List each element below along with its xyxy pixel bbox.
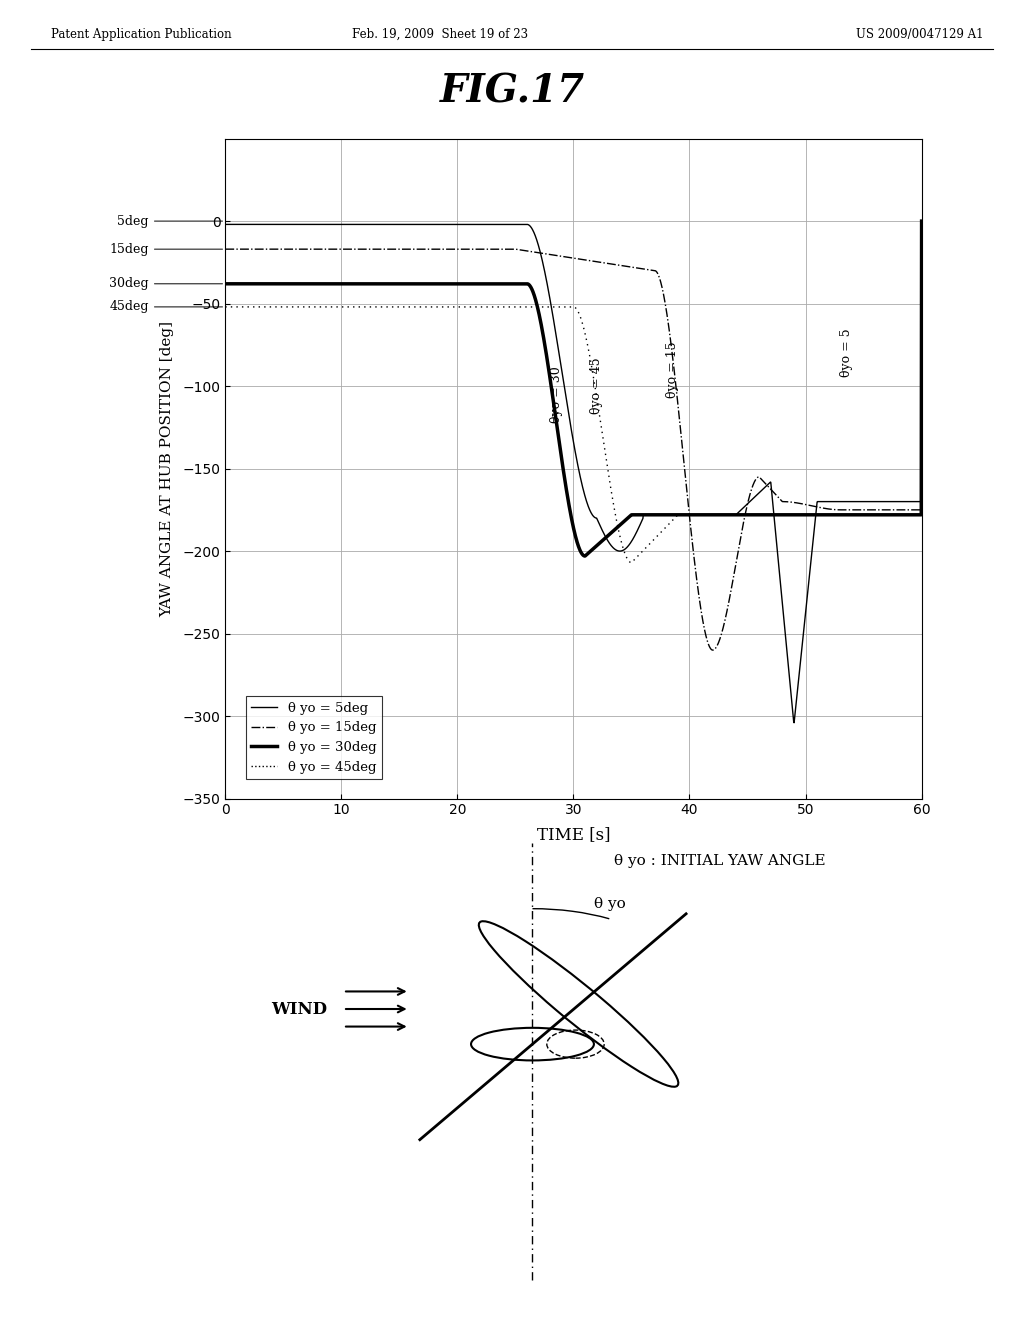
Text: WIND: WIND <box>271 1001 328 1018</box>
Legend: θ yo = 5deg, θ yo = 15deg, θ yo = 30deg, θ yo = 45deg: θ yo = 5deg, θ yo = 15deg, θ yo = 30deg,… <box>246 697 382 779</box>
Text: θ yo : INITIAL YAW ANGLE: θ yo : INITIAL YAW ANGLE <box>614 854 826 867</box>
Text: Patent Application Publication: Patent Application Publication <box>51 28 231 41</box>
Text: 5deg: 5deg <box>118 215 222 227</box>
Text: US 2009/0047129 A1: US 2009/0047129 A1 <box>855 28 983 41</box>
Text: θyo = 5: θyo = 5 <box>840 329 853 378</box>
X-axis label: TIME [s]: TIME [s] <box>537 826 610 842</box>
Y-axis label: YAW ANGLE AT HUB POSITION [deg]: YAW ANGLE AT HUB POSITION [deg] <box>160 321 174 616</box>
Text: Feb. 19, 2009  Sheet 19 of 23: Feb. 19, 2009 Sheet 19 of 23 <box>352 28 528 41</box>
Text: θyo = 45: θyo = 45 <box>590 358 603 414</box>
Text: 30deg: 30deg <box>110 277 222 290</box>
Text: θyo = 30: θyo = 30 <box>550 366 562 422</box>
Text: θyo = 15: θyo = 15 <box>666 342 679 397</box>
Text: 15deg: 15deg <box>110 243 222 256</box>
Text: θ yo: θ yo <box>594 896 626 911</box>
Text: 45deg: 45deg <box>110 301 222 313</box>
Text: FIG.17: FIG.17 <box>439 73 585 111</box>
